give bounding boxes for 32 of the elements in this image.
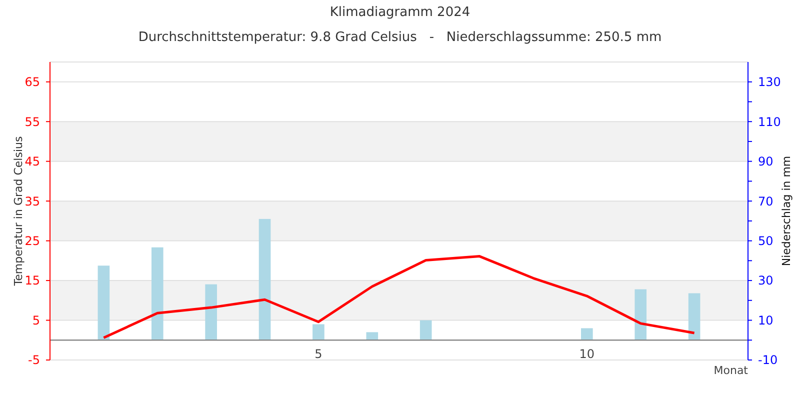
bar bbox=[581, 328, 593, 340]
chart-subtitle: Durchschnittstemperatur: 9.8 Grad Celsius - Niederschlagssumme: 250.5 mm bbox=[138, 30, 662, 45]
y-tick-label: 65 bbox=[24, 75, 40, 90]
bar bbox=[151, 247, 164, 340]
bar bbox=[205, 284, 217, 340]
bar bbox=[312, 324, 324, 340]
bar bbox=[688, 293, 700, 340]
y-axis-title: Temperatur in Grad Celsius bbox=[12, 136, 25, 287]
y-tick-label: 35 bbox=[24, 194, 40, 208]
bar bbox=[634, 289, 647, 340]
y2-tick-label: -10 bbox=[758, 353, 778, 368]
y2-tick-label: 70 bbox=[758, 194, 774, 208]
y2-tick-label: 10 bbox=[758, 313, 774, 328]
y2-tick-label: 130 bbox=[758, 75, 781, 90]
bar bbox=[98, 266, 110, 340]
y-tick-label: 55 bbox=[24, 114, 40, 129]
line-series bbox=[102, 255, 696, 339]
bar bbox=[258, 218, 271, 340]
y-tick-label: 5 bbox=[32, 313, 40, 328]
y-tick-label: -5 bbox=[28, 353, 40, 368]
chart-title: Klimadiagramm 2024 bbox=[330, 5, 470, 20]
y2-tick-label: 110 bbox=[758, 114, 781, 129]
y2-axis-title: Niederschlag in mm bbox=[780, 156, 793, 266]
y-tick-label: 25 bbox=[24, 234, 40, 248]
y-tick-label: 45 bbox=[24, 154, 40, 169]
bar bbox=[366, 332, 378, 340]
y2-tick-label: 30 bbox=[758, 274, 774, 288]
x-axis-title: Monat bbox=[714, 364, 749, 377]
bar bbox=[420, 320, 432, 340]
y2-tick-label: 90 bbox=[758, 154, 774, 169]
y2-tick-label: 50 bbox=[758, 234, 774, 248]
y-tick-label: 15 bbox=[24, 274, 40, 288]
